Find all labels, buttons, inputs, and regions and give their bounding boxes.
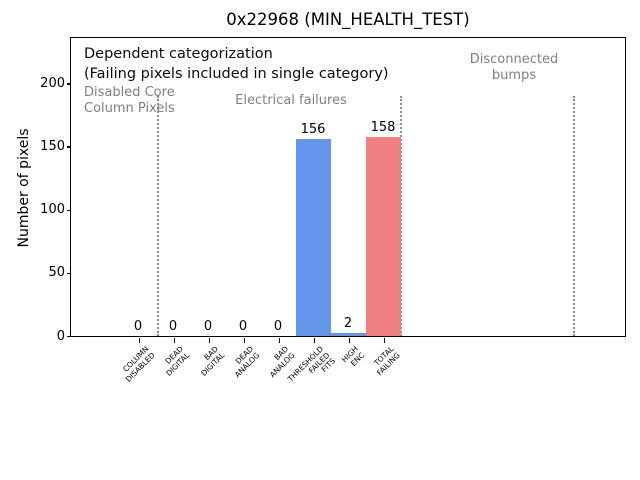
bar-value-label: 0 [273,319,283,334]
bar-value-label: 0 [168,319,178,334]
x-tick-mark [383,338,386,343]
x-tick-label: HIGH ENC [340,343,367,368]
x-tick-mark [243,338,246,343]
x-tick-mark [313,338,316,343]
y-tick-mark [66,335,71,338]
x-tick-label: DEAD ANALOG [232,343,262,379]
annotation-dependent-categorization: Dependent categorization [84,46,273,62]
section-label-disconnected-bumps: Disconnected bumps [469,52,559,83]
section-separator-line [573,96,575,336]
x-tick-mark [138,338,141,343]
plot-area: 0 0 0 0 0 156 2 158 [70,37,626,337]
bar [365,136,401,336]
bar-value-label: 0 [238,319,248,334]
bar [295,139,331,336]
x-tick-mark [278,338,281,343]
bar-value-label: 2 [343,316,353,332]
section-label-disabled-core-column-pixels: Disabled Core Column Pixels [84,85,175,116]
x-tick-label: COLUMN DISABLED [120,343,157,384]
y-tick-label: 100 [40,202,65,218]
y-tick-mark [66,272,71,275]
y-tick-label: 50 [48,265,65,281]
bar-value-label: 158 [370,119,396,135]
chart-title: 0x22968 (MIN_HEALTH_TEST) [226,10,470,29]
section-separator-line [400,96,402,336]
y-tick-mark [66,146,71,148]
x-tick-mark [348,338,351,343]
bar-value-label: 156 [300,122,326,138]
bar-value-label: 0 [203,319,213,334]
annotation-failing-pixels-note: (Failing pixels included in single categ… [84,66,389,82]
bar [330,333,366,336]
x-tick-mark [208,338,211,343]
x-tick-label: BAD DIGITAL [199,343,227,377]
x-tick-label: TOTAL FAILING [371,343,402,377]
x-tick-label: THRESHOLD FAILED FITS [285,343,338,383]
y-axis-label: Number of pixels [16,128,32,248]
section-label-electrical-failures: Electrical failures [235,93,347,108]
y-tick-mark [66,209,71,211]
section-separator-line [157,96,159,336]
y-tick-label: 0 [56,328,65,344]
y-tick-label: 150 [40,139,65,155]
y-tick-label: 200 [40,75,65,91]
y-tick-mark [66,83,71,85]
x-tick-mark [173,338,176,343]
bar-value-label: 0 [133,319,143,334]
x-tick-label: DEAD DIGITAL [163,343,192,377]
